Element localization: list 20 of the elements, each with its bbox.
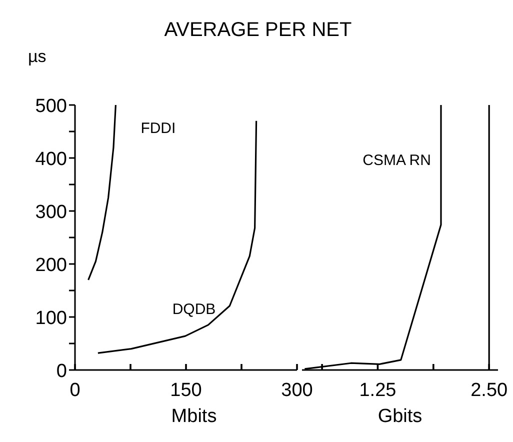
x-tick-label: 1.25 <box>359 380 396 401</box>
x-tick-label: 150 <box>170 380 202 401</box>
series-label: FDDI <box>140 120 176 137</box>
x-tick-label: 0 <box>70 380 80 401</box>
x-axis-title: Gbits <box>378 406 422 427</box>
y-tick-label: 300 <box>35 202 67 223</box>
line-series <box>97 120 258 354</box>
y-tick-label: 200 <box>35 255 67 276</box>
y-tick-label: 100 <box>35 308 67 329</box>
x-tick-label: 300 <box>281 380 313 401</box>
y-axis-title: µs <box>28 47 46 66</box>
chart-title: AVERAGE PER NET <box>164 19 352 41</box>
y-tick-label: 400 <box>35 149 67 170</box>
y-tick-label: 0 <box>56 361 67 382</box>
line-series <box>88 104 116 281</box>
series-label: DQDB <box>172 300 216 318</box>
x-tick-label: 2.50 <box>470 380 508 401</box>
x-axis-title: Mbits <box>171 406 217 427</box>
y-tick-label: 500 <box>35 96 67 117</box>
series-label: CSMA RN <box>362 152 431 169</box>
